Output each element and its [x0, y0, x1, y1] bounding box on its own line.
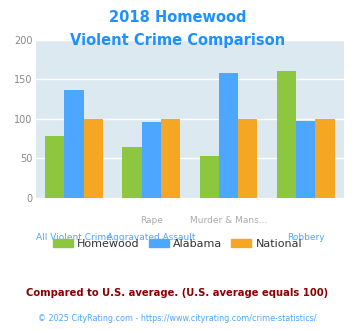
Text: Murder & Mans...: Murder & Mans...	[190, 216, 267, 225]
Bar	[277, 71, 296, 198]
Text: Violent Crime Comparison: Violent Crime Comparison	[70, 33, 285, 48]
Text: 2018 Homewood: 2018 Homewood	[109, 10, 246, 25]
Bar	[161, 119, 180, 198]
Bar	[315, 119, 335, 198]
Legend: Homewood, Alabama, National: Homewood, Alabama, National	[48, 235, 307, 253]
Bar	[219, 73, 238, 198]
Text: © 2025 CityRating.com - https://www.cityrating.com/crime-statistics/: © 2025 CityRating.com - https://www.city…	[38, 314, 317, 323]
Text: Aggravated Assault: Aggravated Assault	[107, 233, 196, 242]
Bar	[84, 119, 103, 198]
Bar	[65, 90, 84, 198]
Text: Robbery: Robbery	[287, 233, 324, 242]
Bar	[296, 121, 315, 198]
Text: Compared to U.S. average. (U.S. average equals 100): Compared to U.S. average. (U.S. average …	[26, 288, 329, 298]
Bar	[238, 119, 257, 198]
Bar	[45, 136, 65, 198]
Text: All Violent Crime: All Violent Crime	[36, 233, 112, 242]
Bar	[200, 156, 219, 198]
Bar	[142, 122, 161, 198]
Bar	[122, 147, 142, 198]
Text: Rape: Rape	[140, 216, 163, 225]
